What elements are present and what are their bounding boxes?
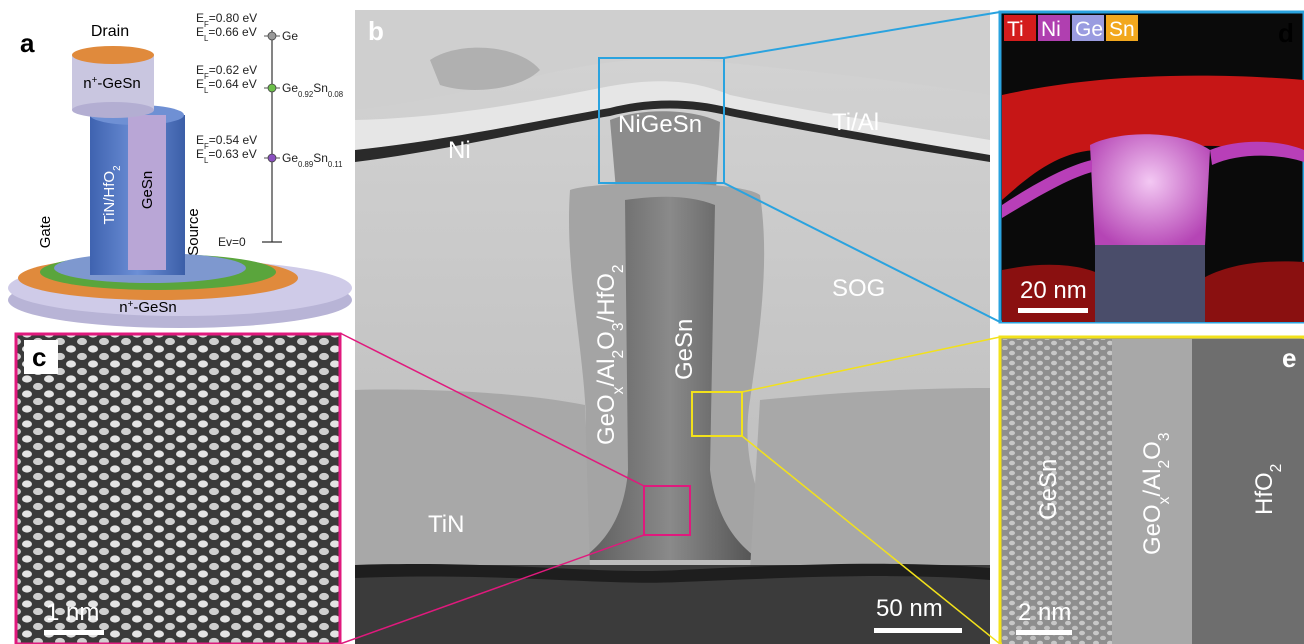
text-part: n [119, 299, 127, 316]
panel-c: c 1 nm [16, 334, 340, 644]
text-part: =0.63 eV [208, 147, 256, 161]
source-label: Source [185, 208, 202, 256]
gate-label: Gate [37, 216, 54, 249]
text-part: =0.54 eV [209, 133, 257, 147]
level-dot [268, 84, 276, 92]
ni-label: Ni [448, 137, 471, 164]
text-part: -GeSn [97, 75, 140, 92]
panel-e: e GeSn GeOx/Al2O3 HfO2 2 nm [1000, 337, 1304, 644]
subscript: 2 [610, 264, 627, 273]
scale-bar-label: 1 nm [46, 599, 99, 626]
panel-a: a Drain n+-GeSn TiN/HfO2 GeSn Gate Sourc… [8, 23, 352, 328]
text-part: O [1139, 441, 1166, 460]
scale-bar-label: 50 nm [876, 595, 943, 622]
text-part: Sn [313, 81, 328, 95]
text-part: HfO [1251, 472, 1278, 515]
panel-label: d [1278, 18, 1294, 48]
subscript: 2 [1156, 460, 1173, 469]
panel-d: d 20 nm Ti Ni Ge Sn [1000, 12, 1304, 322]
subscript: 3 [1156, 432, 1173, 441]
hrtem-image [16, 334, 340, 644]
panel-label: e [1282, 343, 1296, 373]
scale-bar [1018, 308, 1088, 313]
subscript: x [1156, 496, 1173, 504]
channel-label: GeSn [139, 171, 156, 209]
channel-label: GeSn [671, 319, 698, 380]
text-part: TiN/HfO [101, 171, 118, 225]
gesn-region [1095, 245, 1205, 322]
text-part: Ge [282, 81, 298, 95]
hfo2-layer [1192, 339, 1304, 644]
panel-label: b [368, 16, 384, 46]
legend-label: Sn [1109, 18, 1135, 41]
tin-right [750, 388, 990, 570]
text-part: /Al [593, 359, 620, 387]
subscript: 0.11 [328, 160, 343, 169]
material-label: Ge [282, 29, 298, 43]
text-part: =0.80 eV [209, 11, 257, 25]
material-label: Ge0.92Sn0.08 [282, 81, 343, 99]
text-part: E [196, 133, 204, 147]
subscript: 2 [112, 165, 123, 170]
text-part: Ge [282, 29, 298, 43]
text-part: /Al [1139, 469, 1166, 497]
legend-label: Ti [1007, 18, 1024, 41]
text-part: Sn [313, 151, 328, 165]
drain-label: Drain [91, 23, 129, 40]
subscript: 0.08 [328, 90, 343, 99]
subscript: 2 [1268, 464, 1285, 473]
scale-bar [1016, 630, 1072, 635]
subscript: 3 [610, 322, 627, 331]
text-part: -GeSn [133, 299, 176, 316]
level-dot [268, 32, 276, 40]
scale-bar-label: 20 nm [1020, 277, 1087, 304]
drain-bottom [72, 102, 154, 118]
scale-bar-label: 2 nm [1018, 599, 1071, 626]
text-part: O [593, 331, 620, 350]
subscript: 0.92 [298, 90, 313, 99]
subscript: x [610, 386, 627, 394]
panel-b: b Ni NiGeSn Ti/Al GeOx/Al2O3/HfO2 GeSn S… [355, 10, 990, 644]
text-part: GeO [593, 394, 620, 445]
text-part: E [196, 147, 204, 161]
text-part: =0.66 eV [208, 25, 256, 39]
sog-label: SOG [832, 275, 885, 302]
tin-label: TiN [428, 511, 464, 538]
level-dot [268, 154, 276, 162]
text-part: n [83, 75, 91, 92]
tin-left [355, 390, 590, 570]
tial-label: Ti/Al [832, 109, 879, 136]
text-part: E [196, 11, 204, 25]
panel-label: a [20, 28, 35, 58]
text-part: =0.64 eV [208, 77, 256, 91]
channel-label: GeSn [1035, 459, 1062, 520]
text-part: =0.62 eV [209, 63, 257, 77]
scale-bar [44, 630, 104, 635]
text-part: Ge [282, 151, 298, 165]
material-label: Ge0.89Sn0.11 [282, 151, 343, 169]
text-part: E [196, 77, 204, 91]
text-part: GeO [1139, 504, 1166, 555]
panel-label: c [32, 342, 46, 372]
valence-label: Ev=0 [218, 235, 246, 249]
legend-label: Ni [1041, 18, 1061, 41]
text-part: E [196, 25, 204, 39]
subscript: 0.89 [298, 160, 313, 169]
ni-dome [1090, 134, 1210, 252]
legend-label: Ge [1075, 18, 1103, 41]
drain-contact [72, 46, 154, 64]
text-part: /HfO [593, 273, 620, 322]
nigesn-label: NiGeSn [618, 111, 702, 138]
scale-bar [874, 628, 962, 633]
text-part: E [196, 63, 204, 77]
figure: a Drain n+-GeSn TiN/HfO2 GeSn Gate Sourc… [0, 0, 1304, 644]
subscript: 2 [610, 350, 627, 359]
